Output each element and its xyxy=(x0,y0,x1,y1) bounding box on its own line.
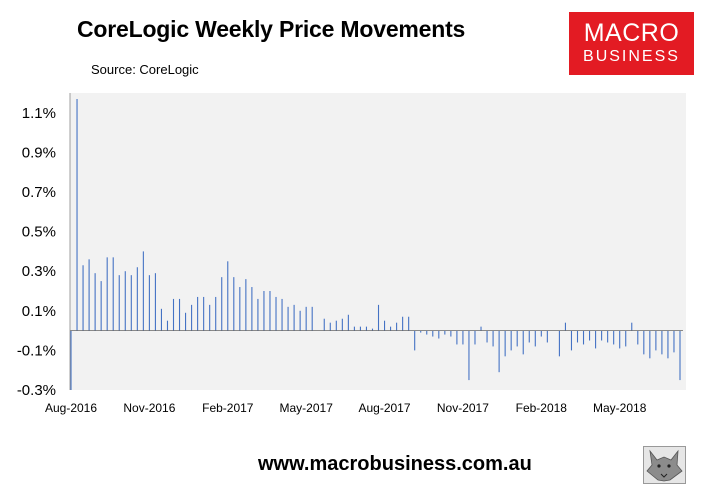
y-tick-label: 0.3% xyxy=(22,263,56,280)
x-axis: Aug-2016 Nov-2016 Feb-2017 May-2017 Aug-2017… xyxy=(45,401,647,415)
chart-title: CoreLogic Weekly Price Movements xyxy=(77,16,466,42)
x-tick-label: Nov-2016 xyxy=(123,401,175,415)
bar-series xyxy=(70,98,681,390)
x-tick-label: Feb-2018 xyxy=(516,401,568,415)
x-tick-label: Feb-2017 xyxy=(202,401,254,415)
logo-line-2: BUSINESS xyxy=(583,48,680,65)
y-tick-label: 0.5% xyxy=(22,224,56,241)
plot-area xyxy=(70,93,686,390)
x-tick-label: May-2018 xyxy=(593,401,647,415)
y-axis: 1.1% 0.9% 0.7% 0.5% 0.3% 0.1% -0.1% -0.3% xyxy=(17,105,56,399)
macro-business-logo: MACRO BUSINESS xyxy=(569,12,694,75)
y-tick-label: 0.7% xyxy=(22,184,56,201)
x-tick-label: May-2017 xyxy=(280,401,334,415)
logo-line-1: MACRO xyxy=(583,19,680,47)
y-tick-label: -0.3% xyxy=(17,382,56,399)
footer-url: www.macrobusiness.com.au xyxy=(258,453,532,475)
y-tick-label: -0.1% xyxy=(17,342,56,359)
x-tick-label: Aug-2016 xyxy=(45,401,97,415)
y-tick-label: 0.1% xyxy=(22,303,56,320)
x-tick-label: Aug-2017 xyxy=(358,401,410,415)
wolf-logo-icon xyxy=(643,446,686,484)
chart-source: Source: CoreLogic xyxy=(91,62,199,77)
x-tick-label: Nov-2017 xyxy=(437,401,489,415)
y-tick-label: 1.1% xyxy=(22,105,56,122)
y-tick-label: 0.9% xyxy=(22,144,56,161)
